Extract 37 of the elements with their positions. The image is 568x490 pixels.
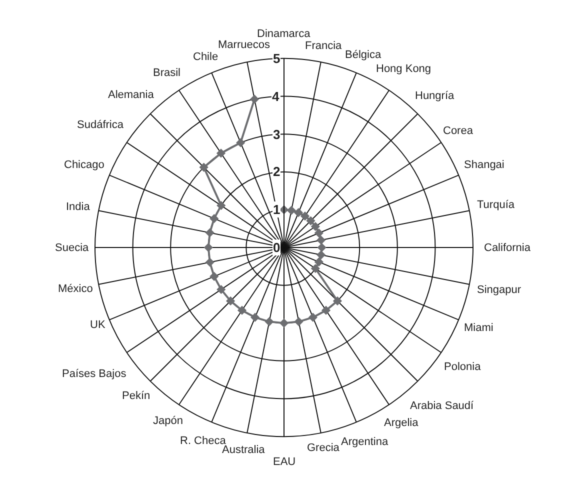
spoke-label: Chile xyxy=(193,51,218,63)
spoke-label: Países Bajos xyxy=(62,368,127,380)
y-tick-label: 4 xyxy=(272,89,280,104)
spoke-label: Hong Kong xyxy=(376,63,432,75)
y-tick-label: 5 xyxy=(273,51,280,66)
spoke-label: Sudáfrica xyxy=(77,119,124,131)
spoke-label: Argentina xyxy=(341,436,389,448)
spoke-label: Grecia xyxy=(307,442,340,454)
y-tick-label: 0 xyxy=(273,240,280,255)
spoke-label: Arabia Saudí xyxy=(410,400,475,412)
spoke-label: Chicago xyxy=(64,159,104,171)
spoke-label: Hungría xyxy=(415,90,456,102)
spoke-label: Australia xyxy=(222,444,266,456)
spoke-label: Miami xyxy=(464,322,494,334)
spoke-label: Bélgica xyxy=(345,49,382,61)
spoke-label: Polonia xyxy=(444,361,482,373)
spoke-label: Argelia xyxy=(384,417,420,429)
spoke-label: Dinamarca xyxy=(257,28,312,40)
spoke-label: Alemania xyxy=(108,89,155,101)
spoke-label: Marruecos xyxy=(218,39,270,51)
spoke-label: Japón xyxy=(153,415,183,427)
spoke-label: California xyxy=(484,242,532,254)
spoke-label: Turquía xyxy=(477,199,516,211)
spoke-label: Francia xyxy=(305,40,343,52)
spoke-label: EAU xyxy=(273,456,296,468)
spoke-label: Pekín xyxy=(122,390,150,402)
spoke-label: México xyxy=(58,283,93,295)
y-tick-label: 2 xyxy=(273,164,280,179)
spoke-label: Suecia xyxy=(55,242,90,254)
y-tick-label: 1 xyxy=(273,202,280,217)
spoke-label: Shangai xyxy=(464,159,504,171)
spoke-label: Brasil xyxy=(153,67,181,79)
spoke-label: Corea xyxy=(443,125,474,137)
spoke-label: UK xyxy=(90,319,106,331)
spoke-label: Singapur xyxy=(477,284,522,296)
y-tick-label: 3 xyxy=(273,127,280,142)
spoke-label: India xyxy=(66,201,91,213)
